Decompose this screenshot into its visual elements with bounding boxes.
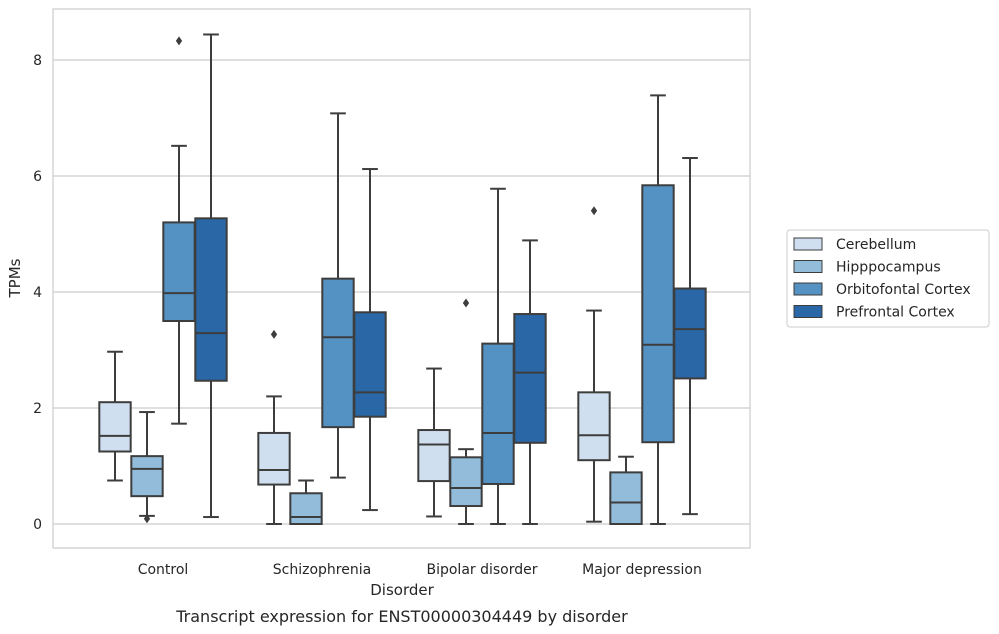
y-tick-label: 6: [33, 169, 42, 185]
outlier-point: [175, 36, 183, 46]
outlier-point: [590, 206, 598, 216]
box-body: [673, 287, 707, 380]
x-tick-label: Schizophrenia: [273, 562, 371, 578]
x-tick-label: Control: [138, 562, 189, 578]
box-body: [162, 221, 196, 322]
outlier-point: [462, 298, 470, 308]
box-body: [353, 311, 387, 418]
box: [130, 411, 164, 524]
chart-caption: Transcript expression for ENST0000030444…: [175, 607, 628, 626]
box: [194, 33, 228, 519]
y-tick-label: 2: [33, 401, 42, 417]
y-tick-label: 4: [33, 285, 42, 301]
x-axis-title: Disorder: [370, 581, 434, 599]
legend-label: Cerebellum: [836, 237, 916, 253]
box-body: [321, 277, 355, 429]
boxplot-marks: [98, 33, 707, 526]
box-body: [257, 431, 291, 486]
box: [449, 298, 483, 525]
legend-swatch: [793, 260, 823, 273]
y-axis-tick-labels: 0 2 4 6 8: [33, 53, 42, 533]
box: [673, 157, 707, 516]
box: [162, 36, 196, 425]
box-body: [98, 401, 132, 453]
legend-swatch: [793, 305, 823, 318]
legend-label: Hipppocampus: [836, 260, 941, 276]
box-body: [130, 455, 164, 498]
box-body: [609, 471, 643, 526]
box: [481, 187, 515, 525]
box-body: [289, 492, 323, 526]
legend-frame: [786, 229, 990, 328]
legend-swatch: [793, 282, 823, 296]
box: [577, 206, 611, 523]
box-body: [194, 217, 228, 382]
box-body: [513, 313, 547, 444]
x-tick-label: Major depression: [582, 562, 702, 578]
box-body: [641, 184, 675, 444]
box: [417, 367, 451, 518]
box: [609, 455, 643, 526]
box-body: [449, 456, 483, 508]
box: [321, 112, 355, 479]
box: [257, 329, 291, 525]
box-body: [417, 429, 451, 483]
x-tick-label: Bipolar disorder: [426, 562, 537, 578]
legend-label: Orbitofontal Cortex: [836, 282, 971, 298]
box: [353, 168, 387, 512]
box-body: [481, 342, 515, 485]
legend: Cerebellum Hipppocampus Orbitofontal Corte…: [786, 229, 990, 328]
box: [289, 479, 323, 526]
x-axis-tick-labels: Control Schizophrenia Bipolar disorder Majo…: [138, 562, 702, 578]
box: [641, 94, 675, 525]
y-tick-label: 8: [33, 53, 42, 69]
box: [513, 239, 547, 525]
legend-swatch: [793, 237, 823, 251]
box: [98, 350, 132, 482]
outlier-point: [143, 514, 151, 524]
plot-area-frame: [52, 8, 751, 549]
box-body: [577, 391, 611, 462]
legend-label: Prefrontal Cortex: [836, 305, 955, 321]
y-tick-label: 0: [33, 517, 42, 533]
y-axis-title: TPMs: [6, 258, 24, 298]
outlier-point: [270, 329, 278, 339]
